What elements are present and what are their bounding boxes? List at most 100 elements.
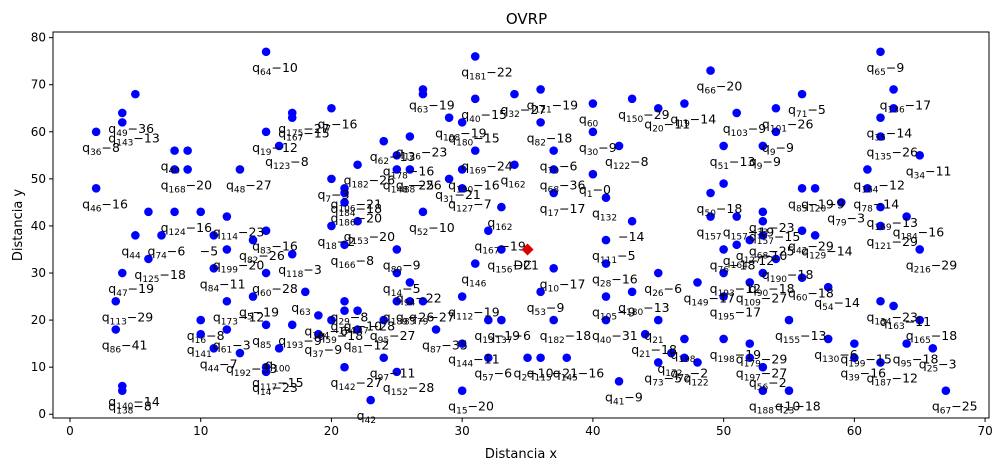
customer-point [484, 315, 493, 325]
point-label: q32−27 [500, 102, 546, 120]
customer-point [758, 141, 768, 151]
customer-point [353, 325, 362, 334]
customer-point [91, 127, 101, 137]
point-label: q136−17 [880, 97, 932, 115]
point-label: q162 [500, 173, 525, 191]
point-label: q10−17 [540, 276, 586, 294]
customer-point [379, 353, 389, 363]
customer-point [758, 268, 768, 278]
customer-point [876, 358, 885, 367]
point-label: q94−22 [396, 290, 442, 308]
customer-point [405, 278, 415, 287]
y-tick-label: 0 [38, 407, 46, 421]
customer-point [248, 235, 258, 245]
customer-point [588, 127, 598, 137]
point-label: q37−9 [304, 342, 342, 360]
customer-point [431, 325, 441, 334]
customer-point [261, 320, 271, 330]
y-tick-label: 50 [31, 172, 46, 186]
point-label: q26−6 [644, 281, 682, 299]
point-label: q195−17 [710, 305, 762, 323]
point-label: q146 [461, 272, 486, 290]
y-axis-label: Distancia y [11, 189, 26, 262]
point-label: q40−31 [592, 328, 638, 346]
point-label: q130−6 [814, 347, 858, 365]
customer-point [497, 315, 506, 325]
customer-point [340, 240, 349, 250]
point-label: q85 [252, 333, 271, 351]
point-label: q87−35 [422, 338, 468, 356]
customer-point [117, 108, 127, 118]
customer-point [510, 89, 519, 99]
customer-point [392, 268, 402, 278]
point-label: q192−33 [226, 361, 278, 379]
customer-point [301, 287, 310, 297]
point-label: q57−6 [474, 366, 512, 384]
customer-point [797, 183, 807, 193]
point-label: q108−19 [435, 126, 487, 144]
customer-point [457, 165, 467, 174]
customer-point [235, 348, 245, 358]
customer-point [549, 165, 558, 174]
point-label: q44−7 [200, 356, 238, 374]
y-tick-label: 10 [31, 360, 46, 374]
point-label: q166−8 [331, 253, 375, 271]
y-tick-label: 70 [31, 78, 46, 92]
customer-point [758, 386, 768, 395]
customer-point [889, 301, 898, 311]
customer-point [601, 193, 611, 202]
point-label: q60 [579, 112, 599, 130]
customer-point [340, 306, 349, 315]
customer-point [353, 306, 362, 315]
point-label: q63−19 [409, 97, 455, 115]
customer-point [418, 89, 428, 99]
point-label: q83−16 [252, 239, 298, 257]
point-label: q106−21 [331, 196, 383, 214]
customer-point [111, 325, 121, 334]
customer-point [693, 278, 702, 287]
point-label: q13−19 [474, 328, 520, 346]
point-label: q164−12 [723, 253, 775, 271]
point-label: q199−20 [213, 257, 265, 275]
customer-point [810, 183, 820, 193]
point-label: q59−18 [317, 328, 363, 346]
point-label: q42 [357, 408, 376, 426]
customer-point [314, 329, 323, 339]
point-label: q84−11 [200, 276, 246, 294]
customer-point [876, 132, 885, 141]
point-label: q33−23 [749, 220, 795, 238]
point-label: q127−10 [736, 248, 788, 266]
x-tick-label: 0 [66, 424, 74, 438]
customer-point [745, 339, 755, 348]
customer-point [523, 353, 532, 363]
point-label: q31−21 [435, 187, 481, 205]
customer-point [784, 386, 794, 395]
customer-point [497, 202, 506, 212]
point-label: q78−14 [853, 196, 899, 214]
point-label: q79−27 [409, 309, 455, 327]
customer-point [719, 179, 728, 188]
customer-point [889, 85, 898, 94]
customer-point [327, 221, 336, 231]
point-label: q164−12 [853, 177, 905, 195]
point-label: q189−26 [383, 309, 435, 327]
point-label: q199−15 [840, 352, 892, 370]
point-label: q9−9 [749, 154, 781, 172]
customer-point [379, 136, 389, 146]
point-label: q61−3 [213, 338, 251, 356]
customer-point [287, 249, 297, 259]
customer-point [248, 292, 258, 301]
point-label: q120−9 [801, 196, 845, 214]
point-label: q167−19 [474, 239, 526, 257]
point-label: q187−12 [866, 370, 918, 388]
customer-point [222, 325, 232, 334]
point-label: q141 [187, 342, 212, 360]
customer-point [117, 386, 127, 395]
point-label: q125−18 [134, 267, 186, 285]
customer-point [614, 141, 624, 151]
customer-point [588, 169, 598, 179]
customer-point [876, 47, 885, 57]
point-label: q127−7 [448, 196, 492, 214]
x-tick-label: 70 [977, 424, 992, 438]
